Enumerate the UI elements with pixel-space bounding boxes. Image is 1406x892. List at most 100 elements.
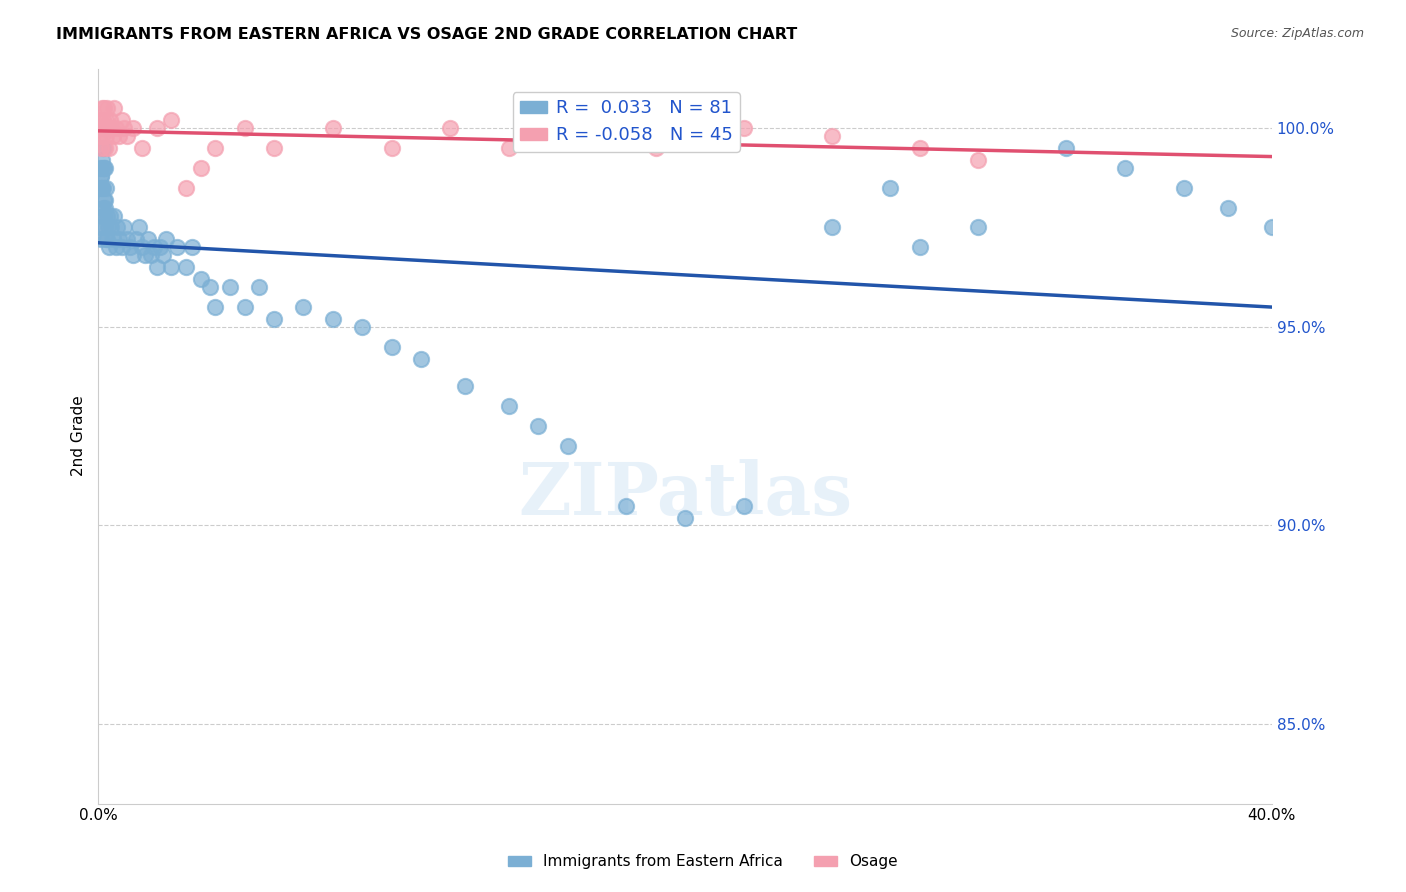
Point: [233, 300, 256, 314]
Point: [90, 153, 112, 167]
Point: [96, 121, 118, 136]
Point: [97, 220, 120, 235]
Point: [409, 351, 432, 366]
Point: [673, 510, 696, 524]
Point: [114, 220, 136, 235]
Point: [89, 121, 111, 136]
Point: [91, 113, 114, 128]
Point: [249, 280, 271, 294]
Point: [98, 141, 121, 155]
Point: [219, 280, 242, 294]
Point: [117, 129, 139, 144]
Point: [967, 153, 990, 167]
Point: [114, 121, 136, 136]
Point: [89, 113, 111, 128]
Point: [527, 419, 550, 434]
Point: [103, 101, 125, 115]
Point: [136, 232, 159, 246]
Point: [586, 129, 609, 144]
Point: [145, 260, 167, 275]
Point: [134, 248, 156, 262]
Point: [104, 121, 127, 136]
Point: [166, 240, 188, 254]
Point: [94, 232, 117, 246]
Point: [733, 499, 755, 513]
Point: [233, 121, 256, 136]
Point: [152, 248, 174, 262]
Y-axis label: 2nd Grade: 2nd Grade: [72, 396, 86, 476]
Point: [204, 141, 226, 155]
Point: [198, 280, 221, 294]
Point: [821, 129, 844, 144]
Point: [96, 113, 118, 128]
Point: [1173, 180, 1195, 194]
Point: [91, 161, 114, 175]
Point: [94, 161, 117, 175]
Point: [380, 340, 402, 354]
Point: [263, 141, 285, 155]
Point: [160, 113, 183, 128]
Point: [91, 201, 114, 215]
Legend: Immigrants from Eastern Africa, Osage: Immigrants from Eastern Africa, Osage: [502, 848, 904, 875]
Point: [292, 300, 315, 314]
Point: [149, 240, 172, 254]
Point: [131, 240, 153, 254]
Point: [174, 260, 197, 275]
Point: [380, 141, 402, 155]
Point: [122, 248, 145, 262]
Point: [122, 121, 145, 136]
Point: [352, 319, 374, 334]
Point: [96, 232, 118, 246]
Point: [90, 141, 112, 155]
Point: [101, 232, 124, 246]
Point: [89, 129, 111, 144]
Point: [90, 169, 112, 183]
Point: [90, 169, 112, 183]
Point: [93, 193, 115, 207]
Point: [94, 129, 117, 144]
Point: [131, 141, 153, 155]
Point: [454, 379, 477, 393]
Point: [93, 101, 115, 115]
Point: [821, 220, 844, 235]
Point: [181, 240, 204, 254]
Point: [125, 232, 148, 246]
Point: [100, 220, 122, 235]
Point: [104, 240, 127, 254]
Point: [322, 121, 344, 136]
Point: [107, 232, 129, 246]
Point: [98, 209, 121, 223]
Point: [89, 161, 111, 175]
Point: [498, 399, 520, 413]
Point: [107, 129, 129, 144]
Text: Source: ZipAtlas.com: Source: ZipAtlas.com: [1230, 27, 1364, 40]
Point: [103, 209, 125, 223]
Point: [94, 201, 117, 215]
Point: [93, 209, 115, 223]
Point: [204, 300, 226, 314]
Text: IMMIGRANTS FROM EASTERN AFRICA VS OSAGE 2ND GRADE CORRELATION CHART: IMMIGRANTS FROM EASTERN AFRICA VS OSAGE …: [56, 27, 797, 42]
Point: [967, 220, 990, 235]
Point: [644, 141, 666, 155]
Point: [96, 180, 118, 194]
Point: [91, 121, 114, 136]
Point: [91, 180, 114, 194]
Point: [1056, 141, 1078, 155]
Legend: R =  0.033   N = 81, R = -0.058   N = 45: R = 0.033 N = 81, R = -0.058 N = 45: [513, 92, 740, 152]
Point: [879, 180, 901, 194]
Point: [91, 141, 114, 155]
Point: [89, 180, 111, 194]
Point: [90, 232, 112, 246]
Point: [128, 220, 150, 235]
Point: [90, 209, 112, 223]
Point: [155, 232, 177, 246]
Point: [1216, 201, 1239, 215]
Point: [93, 193, 115, 207]
Point: [98, 113, 121, 128]
Point: [557, 439, 579, 453]
Point: [139, 248, 162, 262]
Point: [89, 220, 111, 235]
Point: [93, 141, 115, 155]
Text: ZIPatlas: ZIPatlas: [517, 459, 852, 531]
Point: [322, 311, 344, 326]
